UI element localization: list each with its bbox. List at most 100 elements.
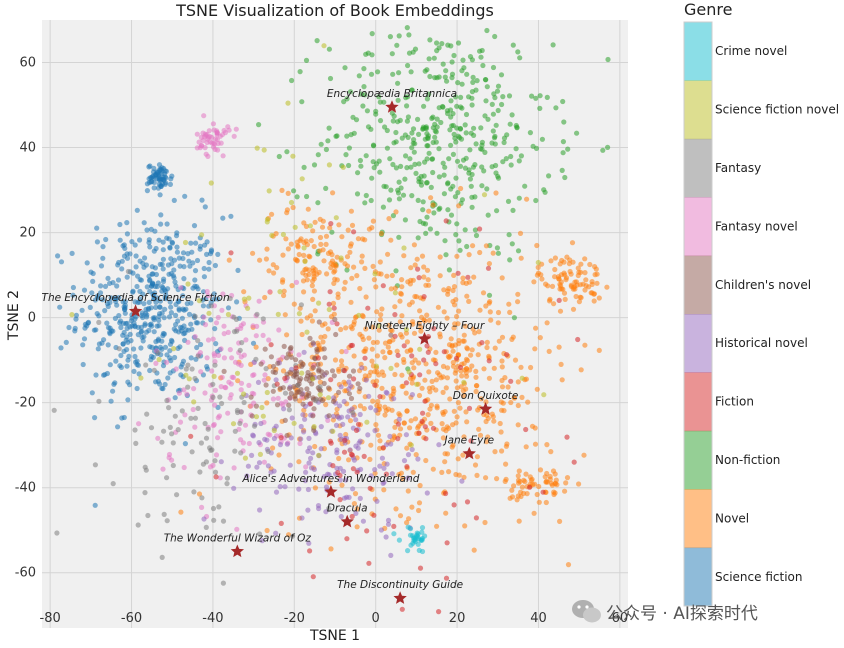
scatter-point (466, 298, 472, 304)
scatter-point (146, 164, 152, 170)
scatter-point (204, 363, 210, 370)
scatter-point (510, 483, 517, 489)
scatter-point (576, 481, 582, 487)
scatter-point (541, 392, 547, 398)
scatter-point (327, 249, 334, 255)
scatter-point (495, 309, 502, 316)
scatter-point (388, 237, 394, 243)
scatter-point (306, 540, 312, 546)
scatter-point (322, 355, 328, 361)
scatter-point (291, 188, 297, 194)
scatter-point (303, 57, 310, 64)
book-annotation: The Wonderful Wizard of Oz (164, 532, 312, 544)
scatter-point (168, 310, 174, 316)
scatter-point (483, 439, 490, 445)
scatter-point (548, 258, 554, 264)
scatter-point (278, 435, 284, 441)
highlight-star (128, 304, 143, 317)
scatter-point (159, 310, 165, 316)
scatter-point (515, 473, 521, 479)
scatter-point (476, 329, 482, 335)
scatter-point (115, 424, 121, 430)
scatter-point (342, 279, 348, 285)
scatter-points (51, 25, 611, 615)
scatter-point (466, 170, 472, 176)
scatter-point (507, 121, 513, 127)
scatter-point (345, 227, 351, 233)
scatter-point (287, 395, 293, 401)
scatter-point (343, 477, 349, 483)
scatter-point (423, 361, 429, 367)
scatter-point (419, 385, 425, 391)
scatter-point (463, 366, 470, 372)
scatter-point (294, 194, 300, 200)
scatter-point (308, 238, 314, 244)
scatter-point (240, 440, 246, 446)
scatter-point (206, 259, 212, 266)
scatter-point (143, 262, 149, 268)
scatter-point (428, 184, 434, 190)
scatter-point (563, 480, 569, 486)
scatter-point (322, 321, 328, 327)
scatter-point (396, 411, 402, 417)
scatter-point (517, 55, 523, 61)
scatter-point (377, 259, 383, 265)
scatter-point (176, 390, 182, 396)
scatter-point (370, 398, 376, 404)
scatter-point (159, 385, 165, 391)
scatter-point (158, 212, 164, 218)
scatter-point (561, 290, 568, 296)
scatter-point (250, 432, 256, 438)
scatter-point (396, 70, 402, 76)
scatter-point (261, 377, 267, 383)
scatter-point (361, 406, 367, 412)
scatter-point (332, 357, 339, 363)
scatter-point (211, 291, 217, 297)
scatter-point (328, 546, 334, 552)
scatter-point (227, 295, 233, 302)
scatter-point (250, 372, 256, 378)
scatter-point (410, 321, 416, 327)
scatter-point (212, 458, 218, 464)
scatter-point (296, 311, 302, 317)
scatter-point (142, 490, 148, 496)
scatter-point (294, 371, 300, 377)
scatter-point (478, 396, 484, 402)
scatter-point (436, 74, 442, 80)
scatter-point (188, 321, 194, 327)
scatter-point (193, 320, 199, 326)
scatter-point (376, 372, 382, 378)
scatter-point (202, 420, 208, 427)
scatter-point (158, 221, 164, 227)
scatter-point (416, 275, 422, 281)
scatter-point (347, 249, 353, 255)
scatter-point (317, 384, 323, 390)
scatter-point (371, 512, 377, 518)
scatter-point (379, 306, 385, 312)
scatter-point (359, 253, 365, 259)
scatter-point (221, 323, 227, 329)
scatter-point (482, 77, 489, 83)
scatter-point (432, 75, 438, 81)
scatter-point (453, 232, 459, 238)
scatter-point (402, 176, 408, 182)
scatter-point (492, 33, 498, 40)
x-tick-label: 40 (530, 611, 547, 626)
scatter-point (113, 298, 119, 305)
scatter-point (409, 130, 415, 136)
scatter-point (486, 353, 492, 359)
scatter-point (270, 388, 276, 394)
legend-swatch (684, 489, 712, 549)
scatter-point (369, 52, 375, 58)
scatter-point (399, 313, 405, 319)
scatter-point (454, 414, 460, 420)
scatter-point (234, 299, 240, 305)
scatter-point (202, 390, 208, 396)
scatter-point (160, 239, 166, 245)
scatter-point (108, 398, 114, 404)
scatter-point (407, 425, 413, 431)
scatter-point (561, 259, 567, 265)
scatter-point (362, 373, 368, 379)
scatter-point (524, 491, 530, 497)
scatter-point (121, 242, 127, 248)
